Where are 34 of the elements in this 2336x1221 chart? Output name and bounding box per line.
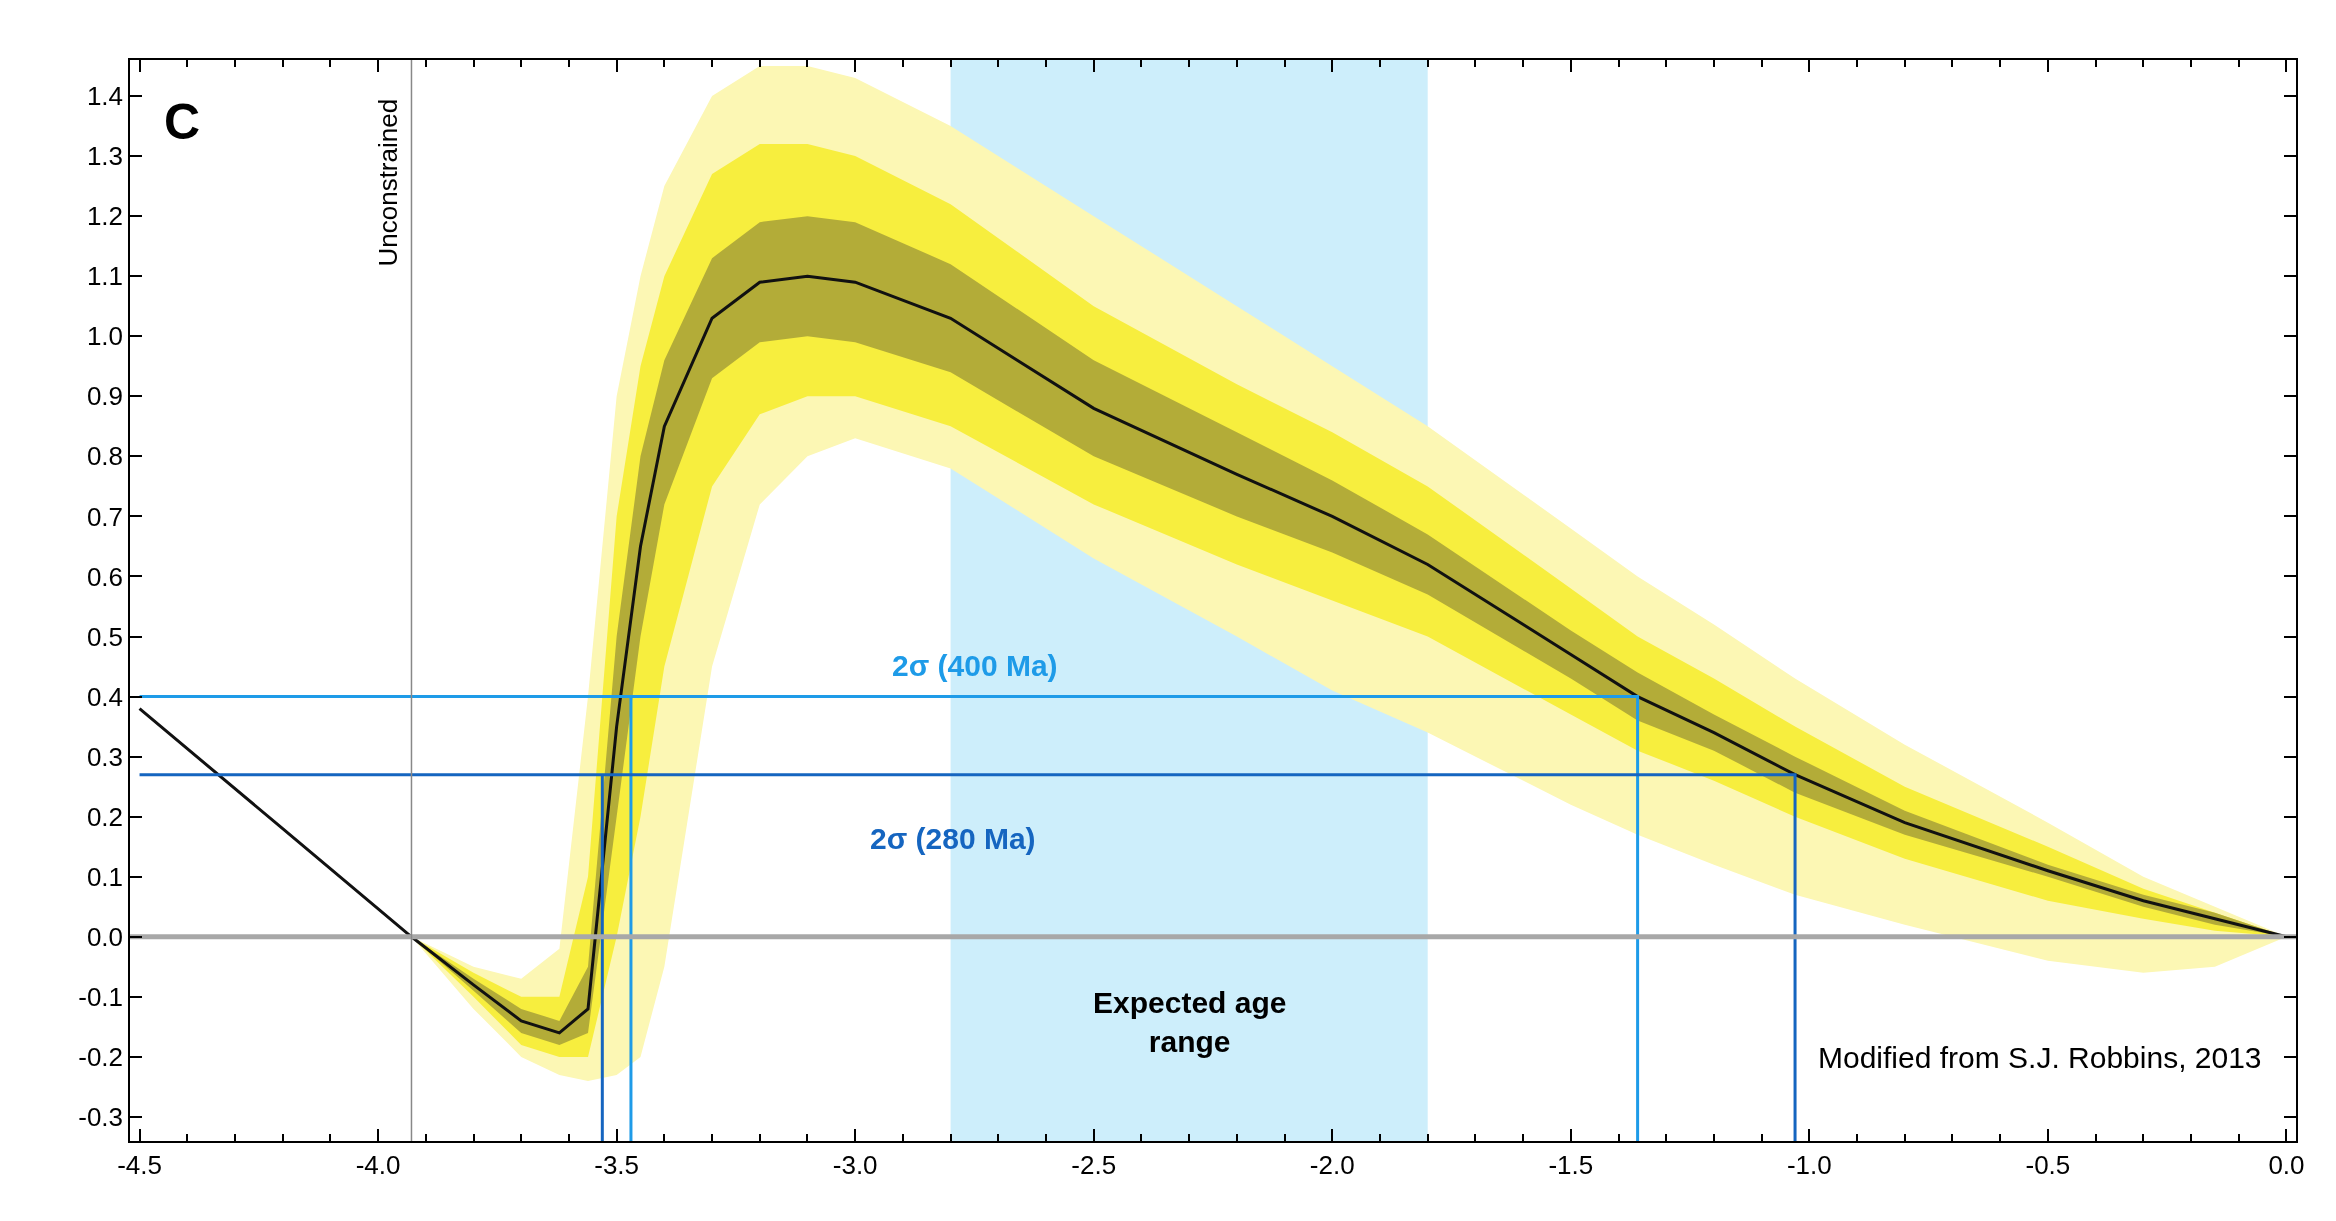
x-tick-label: 0.0 — [2268, 1149, 2305, 1180]
y-tick-label: 0.9 — [86, 381, 124, 412]
y-tick-label: 0.8 — [86, 441, 124, 472]
y-tick-label: 1.3 — [86, 141, 124, 172]
annotation: 2σ (280 Ma) — [870, 822, 1036, 855]
y-tick-label: 0.0 — [86, 921, 124, 952]
annotation: Modified from S.J. Robbins, 2013 — [1818, 1041, 2262, 1074]
y-tick-label: 0.3 — [86, 741, 124, 772]
y-tick-label: 0.5 — [86, 621, 124, 652]
y-tick-label: 1.1 — [86, 261, 124, 292]
x-tick-label: -0.5 — [2025, 1149, 2071, 1180]
y-tick-label: 1.2 — [86, 201, 124, 232]
ref-line-label: Unconstrained — [373, 98, 404, 267]
x-tick-label: -2.0 — [1309, 1149, 1355, 1180]
y-tick-label: 0.6 — [86, 561, 124, 592]
x-tick-label: -3.5 — [594, 1149, 640, 1180]
x-tick-label: -2.5 — [1071, 1149, 1117, 1180]
y-tick-label: 0.4 — [86, 681, 124, 712]
y-tick-label: 0.1 — [86, 861, 124, 892]
x-tick-label: -3.0 — [832, 1149, 878, 1180]
y-tick-label: -0.3 — [78, 1102, 124, 1133]
y-tick-label: 0.7 — [86, 501, 124, 532]
y-tick-label: 0.2 — [86, 801, 124, 832]
y-tick-label: 1.4 — [86, 81, 124, 112]
x-tick-label: -4.5 — [117, 1149, 162, 1180]
y-tick-label: 1.0 — [86, 321, 124, 352]
annotation: 2σ (400 Ma) — [892, 649, 1058, 682]
x-tick-label: -1.0 — [1786, 1149, 1832, 1180]
y-tick-label: -0.1 — [78, 981, 124, 1012]
x-tick-label: -4.0 — [355, 1149, 401, 1180]
x-tick-label: -1.5 — [1548, 1149, 1594, 1180]
y-tick-label: -0.2 — [78, 1042, 124, 1073]
annotation: C — [164, 94, 201, 150]
band-label: Expected age range — [1093, 986, 1287, 1058]
